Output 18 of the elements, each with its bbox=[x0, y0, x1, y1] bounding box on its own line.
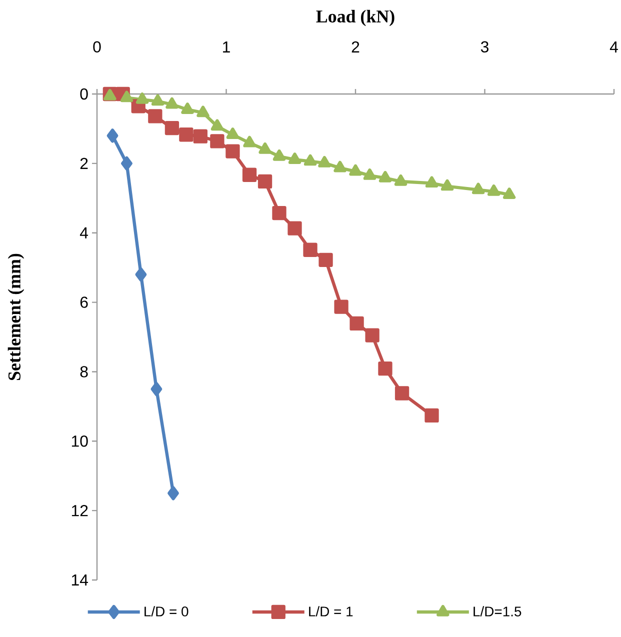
y-tick-label: 2 bbox=[80, 158, 88, 169]
y-tick-label: 4 bbox=[80, 227, 88, 238]
y-tick-label: 14 bbox=[72, 574, 88, 586]
x-tick-label: 2 bbox=[352, 41, 360, 52]
y-tick-label: 10 bbox=[72, 436, 88, 447]
x-tick-label: 3 bbox=[480, 41, 488, 52]
x-tick-label: 0 bbox=[93, 41, 101, 52]
legend-label: L/D = 0 bbox=[144, 606, 188, 616]
y-tick-label: 6 bbox=[80, 296, 88, 308]
legend-label: L/D=1.5 bbox=[474, 606, 522, 616]
x-tick-label: 4 bbox=[610, 42, 618, 52]
x-axis-title: Load (kN) bbox=[316, 10, 394, 26]
x-tick-label: 1 bbox=[223, 42, 230, 52]
y-tick-label: 12 bbox=[72, 505, 88, 516]
y-axis-title: Settlement (mm) bbox=[8, 254, 24, 380]
y-tick-label: 8 bbox=[80, 366, 88, 378]
legend-label: L/D = 1 bbox=[309, 606, 353, 616]
y-tick-label: 0 bbox=[80, 88, 88, 100]
